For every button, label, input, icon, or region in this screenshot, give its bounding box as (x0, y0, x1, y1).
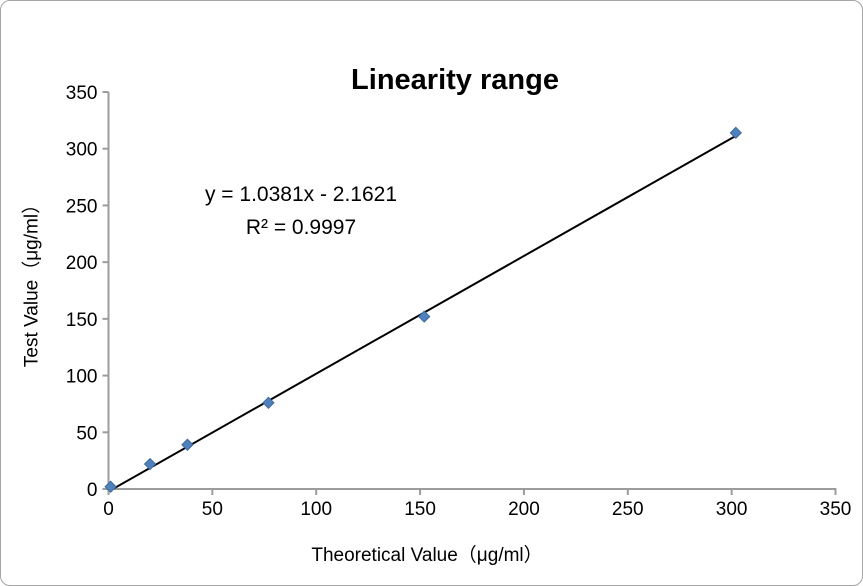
x-axis-tick-label: 200 (508, 499, 540, 520)
x-axis-tick-label: 50 (202, 499, 223, 520)
r-squared-line: R² = 0.9997 (245, 216, 357, 239)
x-axis-tick-label: 150 (404, 499, 436, 520)
y-axis-tick-label: 100 (66, 367, 98, 388)
data-point-marker (729, 126, 743, 140)
y-axis-tick-label: 150 (66, 310, 98, 331)
data-point-marker (262, 396, 275, 410)
x-axis-tick-label: 300 (716, 499, 748, 520)
data-point-marker (104, 480, 117, 493)
y-axis-tick-label: 350 (66, 83, 98, 104)
y-axis-tick-label: 300 (66, 140, 98, 161)
data-point-marker (143, 457, 157, 471)
equation-line: y = 1.0381x - 2.1621 (204, 183, 398, 206)
chart-title: Linearity range (351, 64, 559, 96)
y-axis-tick-label: 250 (66, 196, 98, 217)
x-axis-tick-label: 100 (300, 499, 332, 520)
data-point-marker (418, 310, 431, 323)
trendline-equation: y = 1.0381x - 2.1621 R² = 0.9997 (205, 178, 397, 244)
data-point-marker (181, 438, 194, 451)
x-axis-label: Theoretical Value（μg/ml） (311, 545, 543, 566)
y-axis-tick-label: 200 (66, 253, 98, 274)
y-axis-tick-label: 0 (87, 480, 98, 501)
x-axis-tick-label: 0 (103, 499, 114, 520)
x-axis-tick-label: 350 (820, 499, 852, 520)
x-axis-tick-label: 250 (612, 499, 644, 520)
y-axis-tick-label: 50 (76, 423, 97, 444)
